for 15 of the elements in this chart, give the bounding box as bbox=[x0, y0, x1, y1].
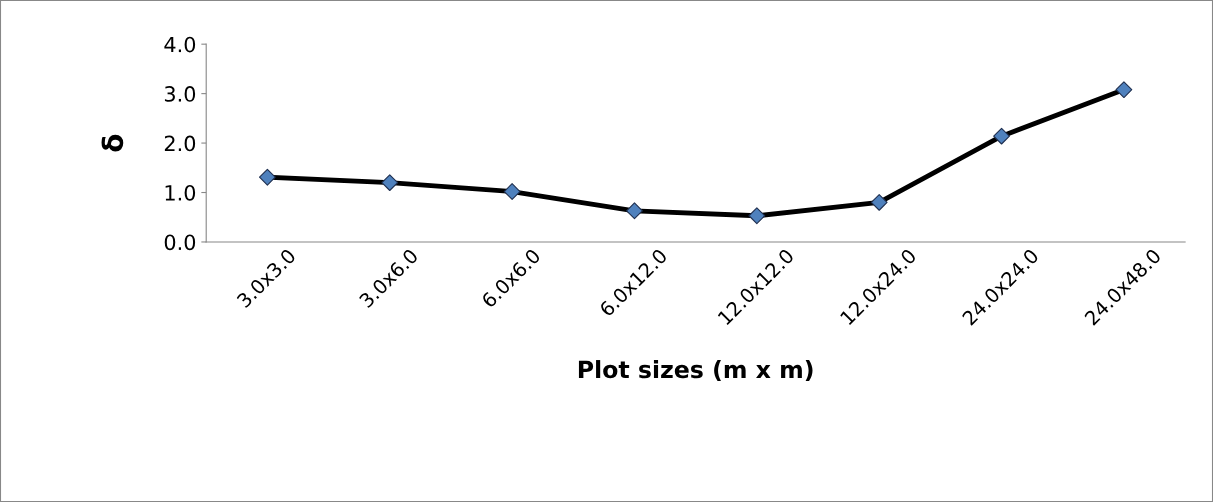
point bbox=[381, 174, 399, 192]
point bbox=[258, 168, 276, 186]
x-axis-title: Plot sizes (m x m) bbox=[578, 360, 813, 382]
y-tick-label: 1.0 bbox=[165, 184, 196, 201]
y-tick-label: 0.0 bbox=[164, 234, 196, 251]
point bbox=[626, 202, 643, 220]
y-tick-label: 2.0 bbox=[164, 135, 196, 152]
y-tick-label: 3.0 bbox=[164, 86, 196, 102]
point bbox=[503, 183, 521, 200]
y-axis-title: δ bbox=[101, 134, 124, 152]
point bbox=[870, 193, 888, 211]
point bbox=[1115, 81, 1133, 99]
point bbox=[748, 207, 766, 225]
point bbox=[993, 127, 1010, 145]
y-tick-label: 4.0 bbox=[164, 36, 196, 53]
